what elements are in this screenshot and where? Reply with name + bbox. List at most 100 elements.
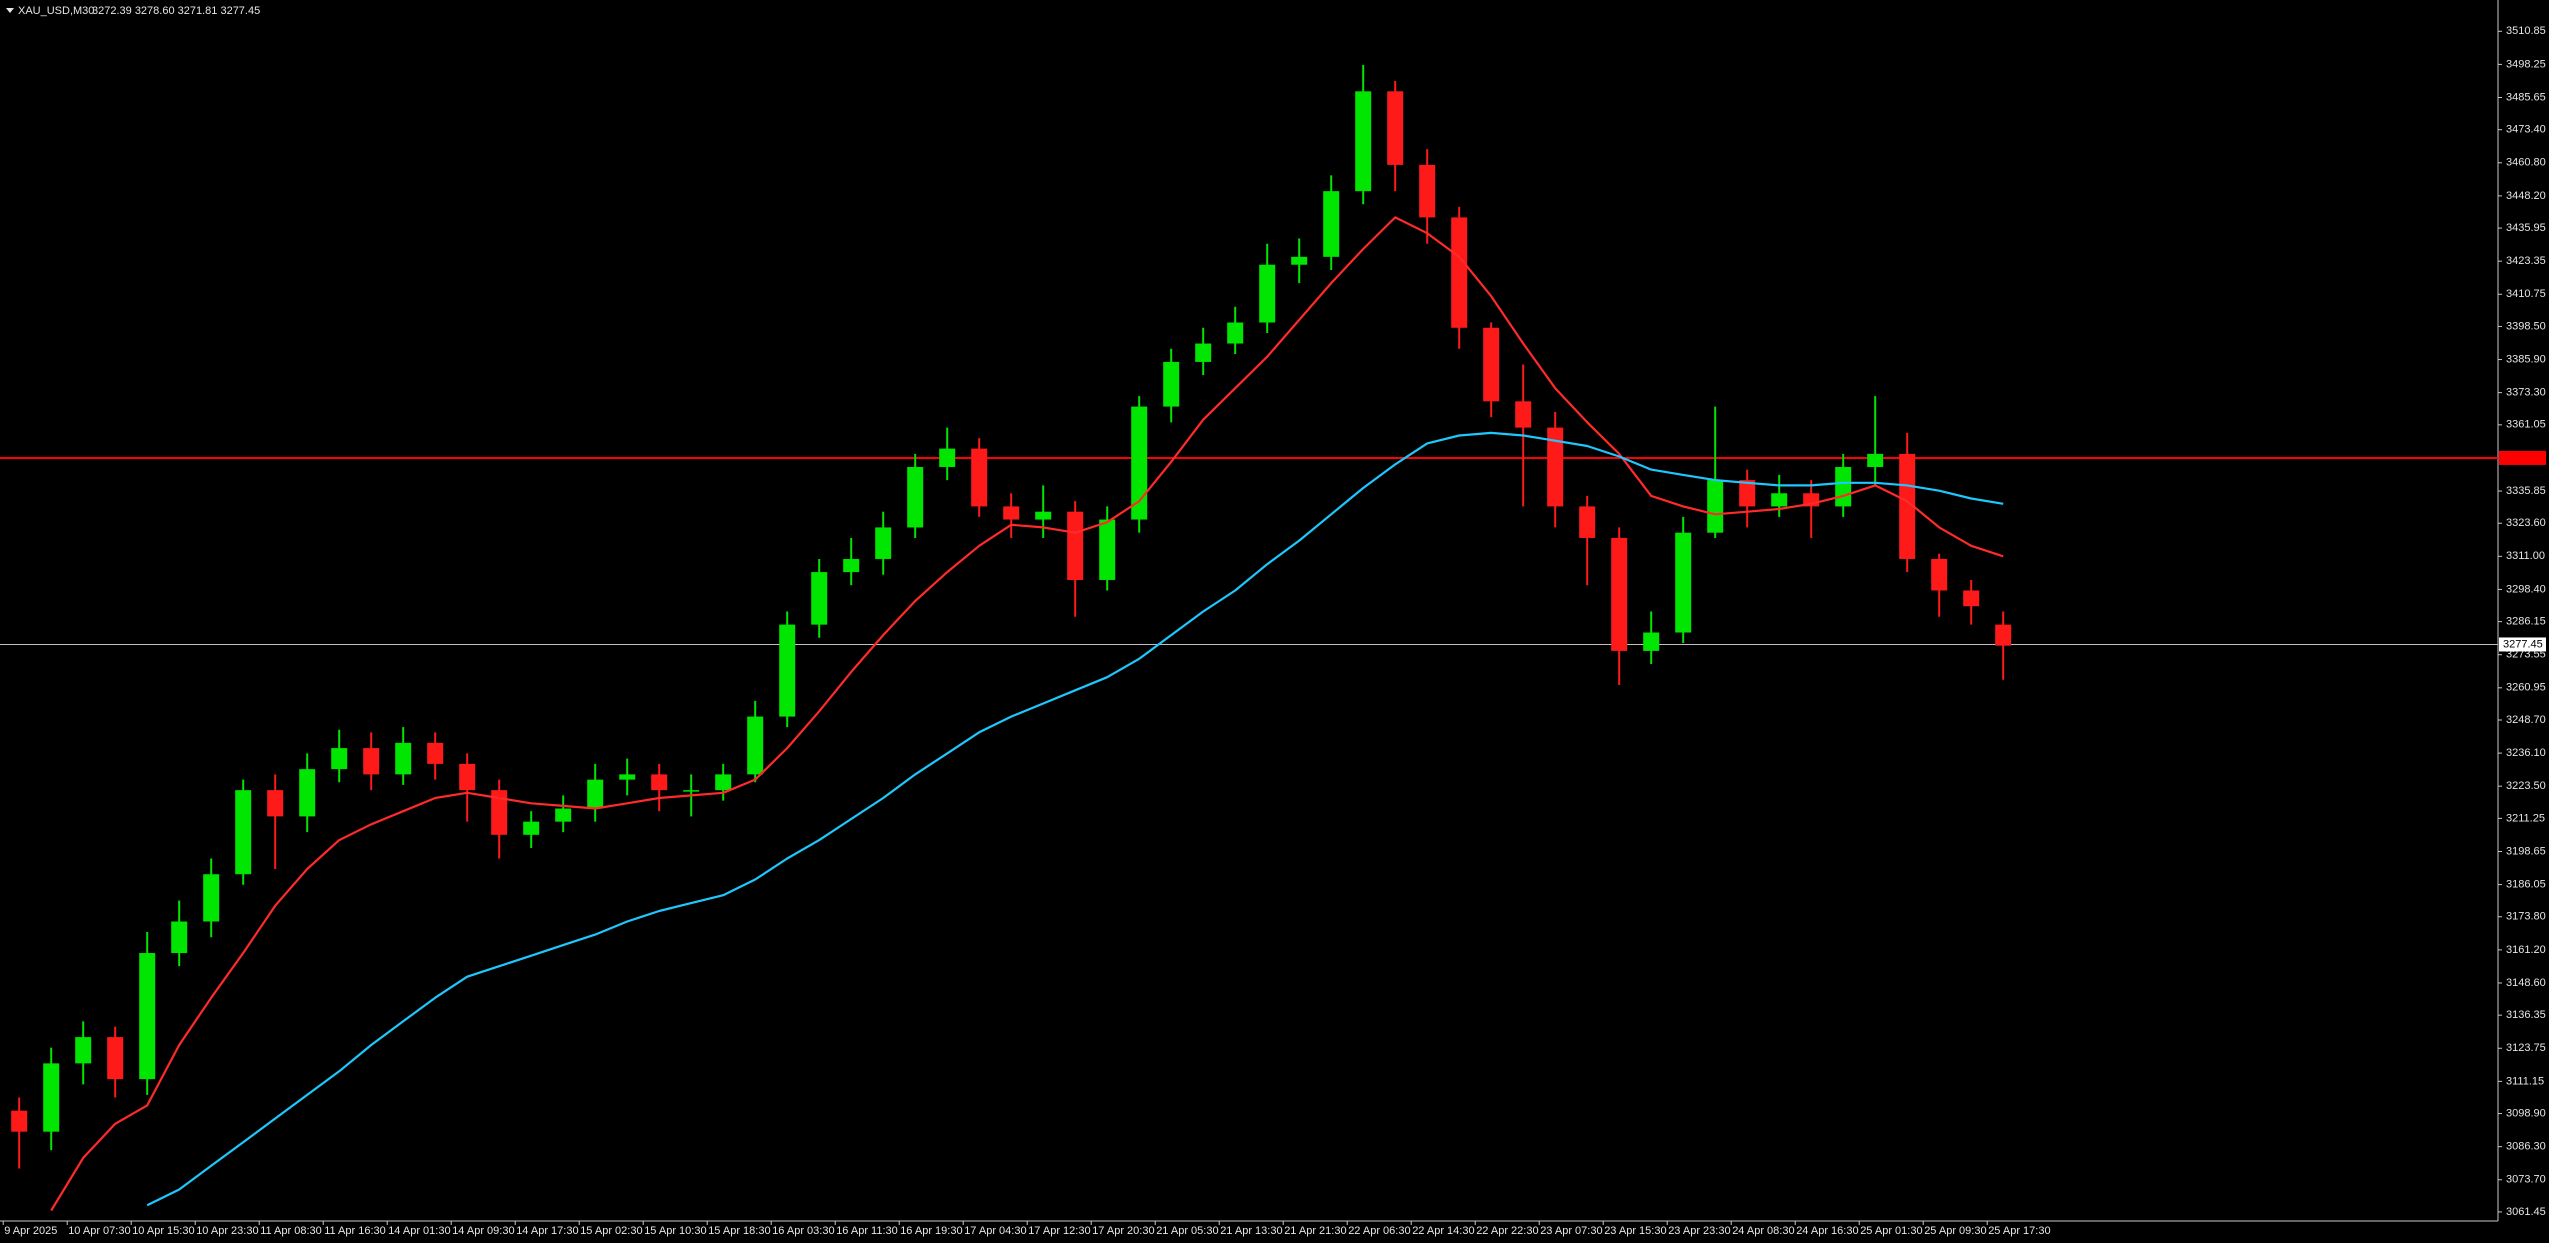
y-tick-label: 3248.70 xyxy=(2506,714,2546,726)
y-tick-label: 3298.40 xyxy=(2506,583,2546,595)
candle-body xyxy=(555,808,572,822)
candle-body xyxy=(1067,511,1084,580)
y-tick-label: 3435.95 xyxy=(2506,222,2546,234)
x-tick-label: 21 Apr 13:30 xyxy=(1220,1225,1282,1237)
candle-body xyxy=(1291,256,1308,265)
y-tick-label: 3398.50 xyxy=(2506,320,2546,332)
candle-body xyxy=(1771,493,1788,507)
y-tick-label: 3273.55 xyxy=(2506,649,2546,661)
x-tick-label: 10 Apr 07:30 xyxy=(68,1225,130,1237)
chart-ohlc: 3272.39 3278.60 3271.81 3277.45 xyxy=(92,5,260,17)
candle-body xyxy=(843,558,860,573)
x-tick-label: 17 Apr 20:30 xyxy=(1092,1225,1154,1237)
candle-body xyxy=(107,1037,124,1080)
candle-body xyxy=(811,572,828,625)
y-tick-label: 3148.60 xyxy=(2506,977,2546,989)
x-tick-label: 15 Apr 02:30 xyxy=(580,1225,642,1237)
x-tick-label: 15 Apr 10:30 xyxy=(644,1225,706,1237)
candle-body xyxy=(1259,264,1276,323)
y-tick-label: 3186.05 xyxy=(2506,878,2546,890)
candle-body xyxy=(1003,506,1020,520)
x-tick-label: 9 Apr 2025 xyxy=(4,1225,57,1237)
candle-body xyxy=(1419,164,1436,218)
moving-average-line xyxy=(146,431,2004,1207)
price-line-label-box xyxy=(2499,637,2546,652)
candle-body xyxy=(427,742,444,764)
candle-body xyxy=(235,790,252,875)
symbol-menu-arrow[interactable] xyxy=(6,8,14,13)
x-tick-label: 16 Apr 03:30 xyxy=(772,1225,834,1237)
candle-body xyxy=(1707,480,1724,533)
candle-body xyxy=(1195,343,1212,362)
y-tick-label: 3086.30 xyxy=(2506,1141,2546,1153)
candle-body xyxy=(1547,427,1564,507)
candle-body xyxy=(491,790,508,835)
candle-body xyxy=(267,790,284,817)
x-tick-label: 25 Apr 09:30 xyxy=(1924,1225,1986,1237)
candle-body xyxy=(1131,406,1148,520)
x-tick-label: 22 Apr 06:30 xyxy=(1348,1225,1410,1237)
x-tick-label: 23 Apr 07:30 xyxy=(1540,1225,1602,1237)
candle-body xyxy=(1163,361,1180,407)
x-tick-label: 17 Apr 04:30 xyxy=(964,1225,1026,1237)
x-tick-label: 17 Apr 12:30 xyxy=(1028,1225,1090,1237)
y-tick-label: 3373.30 xyxy=(2506,387,2546,399)
x-tick-label: 10 Apr 15:30 xyxy=(132,1225,194,1237)
y-tick-label: 3173.80 xyxy=(2506,911,2546,923)
candle-body xyxy=(1579,506,1596,538)
y-tick-label: 3161.20 xyxy=(2506,944,2546,956)
candle-body xyxy=(523,821,540,835)
x-tick-label: 23 Apr 23:30 xyxy=(1668,1225,1730,1237)
y-tick-label: 3211.25 xyxy=(2506,812,2545,824)
y-tick-label: 3223.50 xyxy=(2506,780,2546,792)
y-tick-label: 3361.05 xyxy=(2506,419,2546,431)
candle-body xyxy=(587,779,604,809)
x-tick-label: 16 Apr 11:30 xyxy=(836,1225,898,1237)
x-tick-label: 21 Apr 21:30 xyxy=(1284,1225,1346,1237)
candle-body xyxy=(619,774,636,780)
y-tick-label: 3323.60 xyxy=(2506,517,2546,529)
candle-body xyxy=(203,874,220,922)
y-tick-label: 3385.90 xyxy=(2506,353,2546,365)
candle-body xyxy=(1515,401,1532,428)
y-tick-label: 3136.35 xyxy=(2506,1009,2546,1021)
x-tick-label: 24 Apr 08:30 xyxy=(1732,1225,1794,1237)
candle-body xyxy=(1483,327,1500,402)
candle-body xyxy=(171,921,188,954)
y-tick-label: 3198.65 xyxy=(2506,845,2546,857)
y-tick-label: 3410.75 xyxy=(2506,288,2546,300)
x-tick-label: 15 Apr 18:30 xyxy=(708,1225,770,1237)
y-tick-label: 3423.35 xyxy=(2506,255,2546,267)
candle-body xyxy=(747,716,764,775)
candle-body xyxy=(43,1063,60,1132)
candle-body xyxy=(683,790,700,792)
y-tick-label: 3498.25 xyxy=(2506,58,2546,70)
y-tick-label: 3260.95 xyxy=(2506,682,2546,694)
candle-body xyxy=(395,742,412,775)
candle-body xyxy=(1739,480,1756,507)
x-tick-label: 25 Apr 17:30 xyxy=(1988,1225,2050,1237)
candle-body xyxy=(1931,558,1948,591)
y-tick-label: 3473.40 xyxy=(2506,124,2546,136)
y-tick-label: 3311.00 xyxy=(2506,550,2545,562)
candle-body xyxy=(1899,453,1916,559)
x-tick-label: 10 Apr 23:30 xyxy=(196,1225,258,1237)
x-tick-label: 22 Apr 14:30 xyxy=(1412,1225,1474,1237)
x-tick-label: 11 Apr 08:30 xyxy=(260,1225,322,1237)
x-tick-label: 16 Apr 19:30 xyxy=(900,1225,962,1237)
candle-body xyxy=(331,748,348,770)
y-tick-label: 3236.10 xyxy=(2506,747,2546,759)
x-tick-label: 14 Apr 09:30 xyxy=(452,1225,514,1237)
candle-body xyxy=(1963,590,1980,607)
candle-body xyxy=(75,1037,92,1064)
candle-body xyxy=(875,527,892,559)
candle-body xyxy=(1835,467,1852,507)
x-tick-label: 24 Apr 16:30 xyxy=(1796,1225,1858,1237)
y-tick-label: 3111.15 xyxy=(2506,1075,2544,1087)
candle-body xyxy=(1099,519,1116,580)
candle-body xyxy=(459,763,476,791)
y-tick-label: 3460.80 xyxy=(2506,157,2546,169)
candle-body xyxy=(651,774,668,791)
